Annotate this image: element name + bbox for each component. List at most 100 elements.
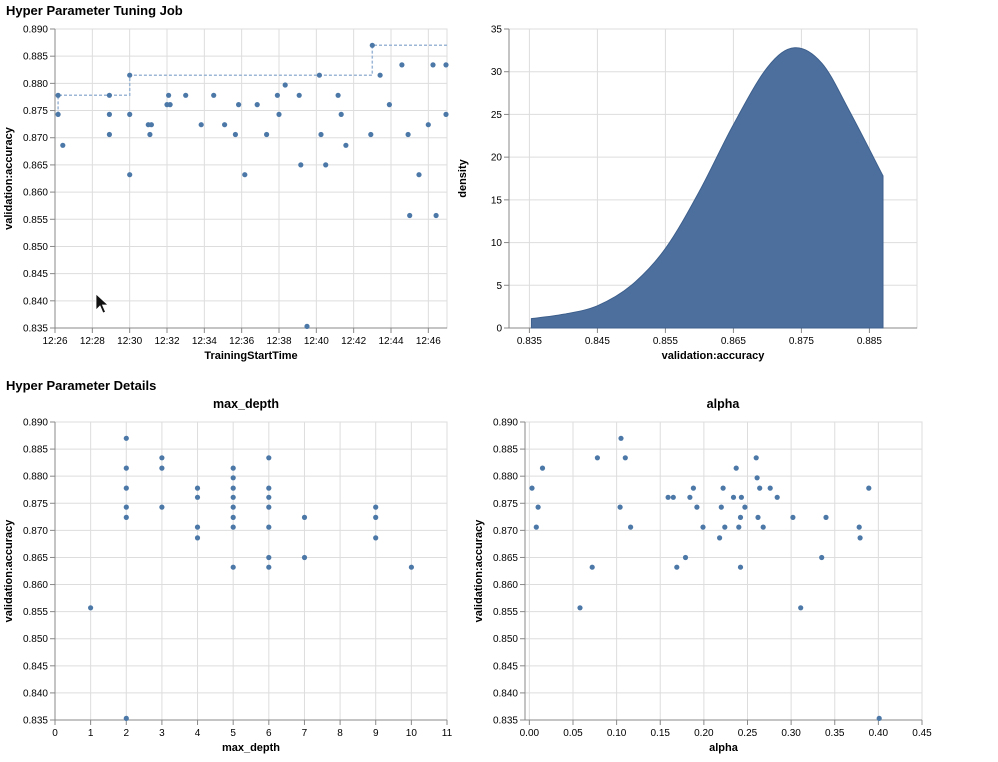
data-point [60,142,66,148]
data-point [338,111,344,117]
data-point [722,524,728,530]
data-point [159,455,165,461]
y-tick-label: 0.865 [493,553,518,564]
data-point [266,524,272,530]
data-point [127,111,133,117]
data-point [682,554,689,561]
plot-frame [54,28,448,329]
y-tick-label: 0.890 [23,25,48,36]
y-tick-label: 5 [496,281,502,292]
y-tick-label: 0.890 [493,418,518,429]
data-point [425,122,431,128]
x-tick-label: 0.10 [607,728,627,739]
x-tick-label: 12:44 [378,336,403,347]
details-title: Hyper Parameter Details [6,378,157,393]
y-tick-label: 0.880 [23,472,48,483]
data-point [730,494,737,500]
data-point [183,92,189,98]
data-point [798,605,804,611]
y-tick-label: 0.885 [23,52,48,63]
data-point [230,465,236,471]
data-point [301,514,308,521]
x-axis-title: max_depth [222,742,280,754]
data-point [737,514,744,521]
y-tick-label: 0.880 [23,79,48,90]
data-point [301,554,308,561]
x-axis-title: TrainingStartTime [204,350,297,362]
data-point [343,142,349,148]
data-point [533,524,539,530]
y-tick-label: 0.875 [23,499,48,510]
y-tick-label: 0.845 [23,269,48,280]
data-point [266,494,272,500]
y-tick-label: 0.840 [23,296,48,307]
data-point [386,102,392,108]
data-point [700,524,706,530]
x-tick-label: 0.845 [585,336,610,347]
data-point [282,82,288,88]
data-point [123,715,129,722]
data-point [694,504,700,510]
y-tick-label: 0.890 [23,418,48,429]
data-point [408,564,414,570]
data-point [236,102,242,108]
data-point [430,62,436,68]
y-tick-label: 0.865 [23,553,48,564]
x-tick-label: 9 [373,728,379,739]
chart-alpha: 0.00 0.05 0.10 0.15 0.20 0.25 0.30 0.35 0.40 0.45… [473,397,932,754]
y-tick-label: 0.875 [493,499,518,510]
data-point [539,465,546,471]
data-point [127,172,133,178]
data-point [230,514,236,521]
data-point [857,535,863,541]
x-tick-label: 0.835 [517,336,542,347]
y-tick-label: 0.860 [493,580,518,591]
x-tick-label: 0.45 [912,728,932,739]
data-point [628,524,634,530]
x-tick-label: 8 [337,728,343,739]
x-tick-label: 0 [52,728,58,739]
data-point [369,42,375,48]
data-point [159,465,165,471]
y-tick-label: 0.840 [23,688,48,699]
y-axis-title: validation:accuracy [3,126,15,230]
x-tick-label: 6 [266,728,272,739]
y-tick-label: 0.850 [493,634,518,645]
gridlines [54,421,448,721]
x-tick-label: 0.05 [563,728,583,739]
x-tick-label: 12:38 [266,336,291,347]
axes [520,421,923,725]
x-axis-title: alpha [709,742,739,754]
x-tick-label: 10 [406,728,418,739]
y-tick-label: 10 [491,238,503,249]
data-point [296,92,302,98]
x-tick-label: 0.40 [869,728,889,739]
data-point [266,455,272,461]
x-tick-label: 0.875 [789,336,814,347]
chart-max_depth: 0 1 2 3 4 5 6 7 8 9 10 11 0.835 0.840 0.845 0.850 0.855 0… [3,397,453,754]
data-point [106,131,112,138]
x-tick-label: 0.35 [825,728,845,739]
data-point [443,111,449,117]
data-point [194,494,201,500]
y-tick-label: 0.870 [23,133,48,144]
data-point [230,564,236,570]
data-point [167,102,173,108]
y-tick-label: 0.855 [493,607,518,618]
data-point [323,162,329,168]
y-tick-label: 0 [496,324,502,335]
data-point [148,122,154,128]
data-point [717,535,723,541]
data-point [266,504,272,510]
y-tick-label: 0.835 [23,324,48,335]
y-tick-label: 0.840 [493,688,518,699]
y-tick-label: 0.845 [493,661,518,672]
data-point [230,485,236,491]
data-point [856,524,862,530]
data-point [266,554,272,561]
data-point [738,494,745,500]
x-tick-label: 12:46 [416,336,441,347]
data-point [407,212,413,219]
y-tick-label: 25 [491,110,503,121]
data-point [373,535,379,541]
